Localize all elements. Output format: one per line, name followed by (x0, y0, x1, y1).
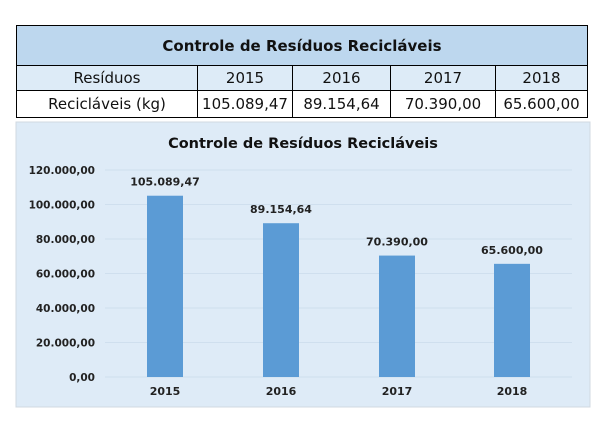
data-label: 65.600,00 (481, 244, 543, 257)
value-cell: 70.390,00 (390, 90, 496, 118)
bar (379, 255, 415, 377)
x-tick-label: 2017 (382, 385, 413, 398)
bar (147, 195, 183, 377)
data-label: 89.154,64 (250, 203, 312, 216)
value-cell: 89.154,64 (292, 90, 391, 118)
x-tick-label: 2018 (497, 385, 528, 398)
bar (494, 263, 530, 377)
data-table: Controle de Resíduos Recicláveis Resíduo… (16, 25, 588, 118)
header-cell: 2017 (390, 65, 496, 91)
data-label: 70.390,00 (366, 236, 428, 249)
header-cell: 2016 (292, 65, 391, 91)
row-label: Recicláveis (kg) (16, 90, 198, 118)
value-cell: 105.089,47 (197, 90, 293, 118)
y-tick-label: 0,00 (69, 372, 95, 384)
chart-title: Controle de Resíduos Recicláveis (168, 136, 438, 152)
bar (263, 223, 299, 377)
y-tick-label: 60.000,00 (36, 269, 95, 281)
y-tick-label: 120.000,00 (29, 165, 95, 177)
value-cell: 65.600,00 (495, 90, 588, 118)
y-tick-label: 100.000,00 (29, 200, 95, 212)
header-cell: 2018 (495, 65, 588, 91)
x-tick-label: 2016 (266, 385, 297, 398)
y-tick-label: 40.000,00 (36, 303, 95, 315)
x-tick-label: 2015 (150, 385, 181, 398)
y-tick-label: 80.000,00 (36, 234, 95, 246)
table-title: Controle de Resíduos Recicláveis (16, 25, 588, 66)
y-tick-label: 20.000,00 (36, 338, 95, 350)
data-label: 105.089,47 (130, 176, 200, 189)
